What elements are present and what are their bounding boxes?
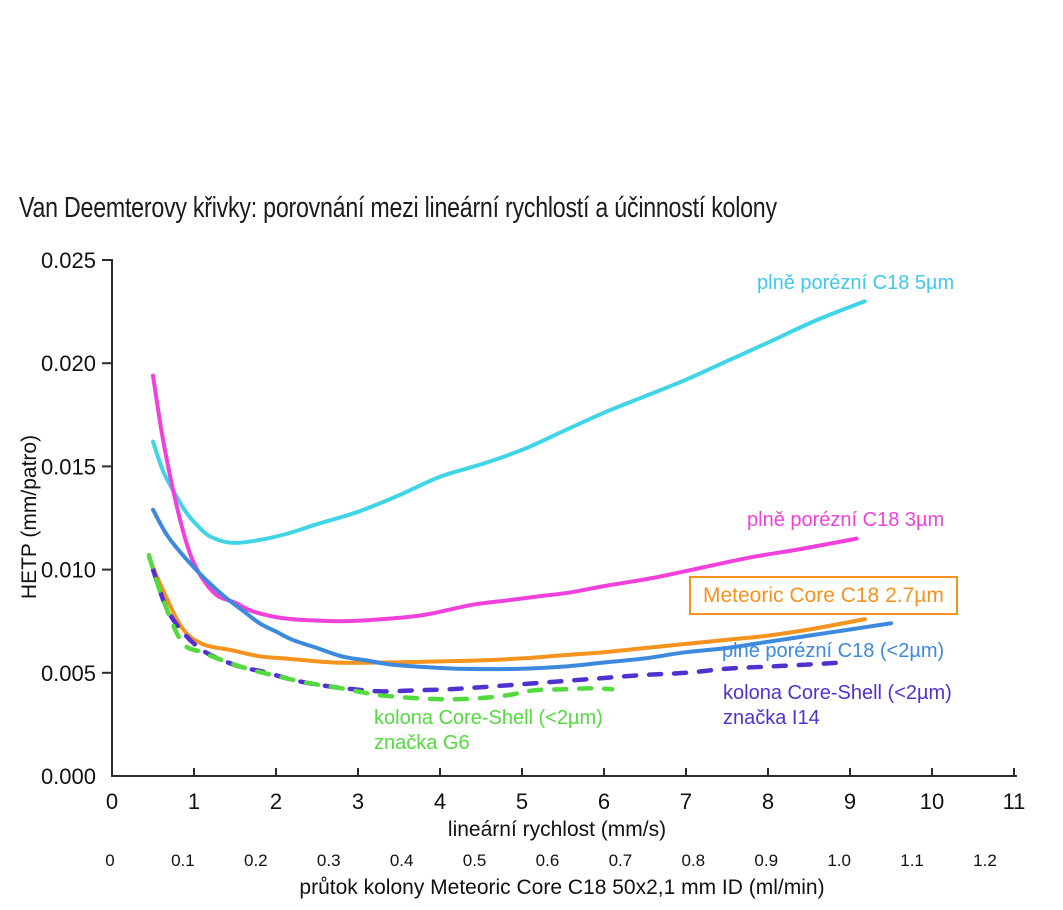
x2-tick-label: 1.1 — [900, 851, 924, 870]
curve-coreshell-g6 — [146, 552, 615, 702]
curve-fully-porous-3um — [151, 373, 859, 624]
y-tick-label: 0.000 — [41, 764, 96, 789]
y-tick-label: 0.010 — [41, 558, 96, 583]
x2-tick-label: 0.4 — [390, 851, 414, 870]
x-tick-label: 3 — [352, 789, 364, 814]
y-tick-label: 0.020 — [41, 351, 96, 376]
x2-tick-label: 0 — [105, 851, 114, 870]
x2-tick-label: 1.2 — [973, 851, 997, 870]
x-tick-label: 10 — [920, 789, 944, 814]
x-axis-title: lineární rychlost (mm/s) — [447, 818, 667, 841]
x-tick-label: 6 — [598, 789, 610, 814]
y-tick-label: 0.025 — [41, 248, 96, 273]
x2-axis-title: průtok kolony Meteoric Core C18 50x2,1 m… — [299, 876, 825, 899]
x-tick-label: 4 — [434, 789, 446, 814]
x2-tick-label: 0.2 — [244, 851, 268, 870]
curve-fully-porous-sub2um — [151, 507, 893, 672]
x2-tick-label: 0.3 — [317, 851, 341, 870]
x-tick-label: 9 — [844, 789, 856, 814]
x2-tick-label: 0.8 — [682, 851, 706, 870]
x-tick-label: 8 — [762, 789, 774, 814]
chart-title: Van Deemterovy křivky: porovnání mezi li… — [19, 192, 777, 224]
x2-tick-label: 0.9 — [754, 851, 778, 870]
y-tick-label: 0.015 — [41, 454, 96, 479]
x-tick-label: 2 — [270, 789, 282, 814]
x-tick-label: 0 — [106, 789, 118, 814]
x2-tick-label: 0.7 — [609, 851, 633, 870]
x2-tick-label: 1.0 — [827, 851, 851, 870]
x2-tick-label: 0.5 — [463, 851, 487, 870]
axes-frame — [102, 259, 1017, 777]
x-tick-label: 5 — [516, 789, 528, 814]
x2-tick-label: 0.6 — [536, 851, 560, 870]
x-tick-label: 11 — [1003, 789, 1026, 814]
x-tick-label: 7 — [680, 789, 692, 814]
x2-tick-label: 0.1 — [171, 851, 195, 870]
curve-fully-porous-5um — [151, 299, 867, 545]
y-axis-title: HETP (mm/patro) — [18, 434, 41, 600]
y-tick-label: 0.005 — [41, 661, 96, 686]
x-tick-label: 1 — [188, 789, 200, 814]
curve-meteoric-core — [146, 555, 867, 665]
